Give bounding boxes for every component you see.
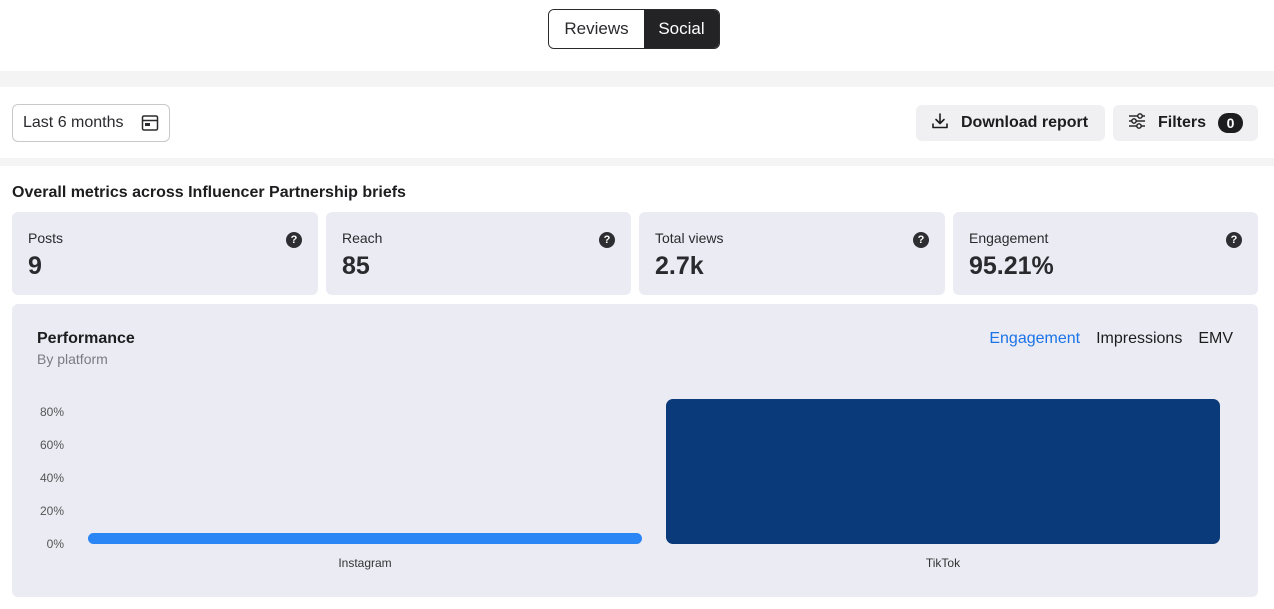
filters-button[interactable]: Filters 0 (1113, 105, 1258, 141)
metric-value: 95.21% (969, 252, 1054, 280)
reviews-tab[interactable]: Reviews (549, 10, 644, 48)
filters-count-badge: 0 (1218, 113, 1244, 133)
sliders-icon (1128, 112, 1146, 135)
date-range-button[interactable]: Last 6 months (12, 104, 170, 142)
help-icon[interactable]: ? (1226, 232, 1242, 248)
metric-label: Engagement (969, 230, 1049, 246)
help-icon[interactable]: ? (913, 232, 929, 248)
help-icon[interactable]: ? (286, 232, 302, 248)
y-tick-label: 80% (40, 405, 64, 419)
metric-label: Posts (28, 230, 64, 246)
tab-emv[interactable]: EMV (1198, 330, 1233, 347)
view-toggle: Reviews Social (548, 9, 720, 49)
social-tab[interactable]: Social (644, 10, 719, 48)
divider-band (0, 158, 1274, 166)
metric-card-engagement: Engagement 95.21% ? (953, 212, 1258, 295)
y-tick-label: 60% (40, 438, 64, 452)
x-tick-label: TikTok (926, 556, 961, 570)
section-title: Overall metrics across Influencer Partne… (12, 184, 406, 201)
x-tick-label: Instagram (338, 556, 391, 570)
metric-card-posts: Posts 9 ? (12, 212, 318, 295)
filters-label: Filters (1158, 114, 1207, 131)
performance-tabs: Engagement Impressions EMV (989, 330, 1233, 348)
tab-engagement[interactable]: Engagement (989, 330, 1081, 347)
calendar-icon (141, 114, 159, 137)
performance-card: Performance By platform Engagement Impre… (12, 304, 1258, 597)
metric-value: 9 (28, 252, 42, 280)
metric-card-reach: Reach 85 ? (326, 212, 631, 295)
metric-card-total-views: Total views 2.7k ? (639, 212, 945, 295)
bar-instagram[interactable] (88, 533, 642, 544)
metric-value: 2.7k (655, 252, 704, 280)
bar-tiktok[interactable] (666, 399, 1220, 544)
metric-label: Total views (655, 230, 724, 246)
metric-value: 85 (342, 252, 370, 280)
metric-label: Reach (342, 230, 383, 246)
download-report-button[interactable]: Download report (916, 105, 1105, 141)
performance-title: Performance (37, 330, 135, 347)
y-tick-label: 0% (47, 537, 65, 551)
y-tick-label: 20% (40, 504, 64, 518)
divider-band (0, 71, 1274, 87)
download-icon (931, 112, 949, 135)
date-range-label: Last 6 months (23, 114, 124, 131)
performance-bar-chart: 0% 20% 40% 60% 80% Instagram TikTok (40, 399, 1220, 570)
tab-impressions[interactable]: Impressions (1096, 330, 1183, 347)
download-report-label: Download report (961, 114, 1089, 131)
help-icon[interactable]: ? (599, 232, 615, 248)
y-tick-label: 40% (40, 471, 64, 485)
performance-subtitle: By platform (37, 351, 108, 367)
